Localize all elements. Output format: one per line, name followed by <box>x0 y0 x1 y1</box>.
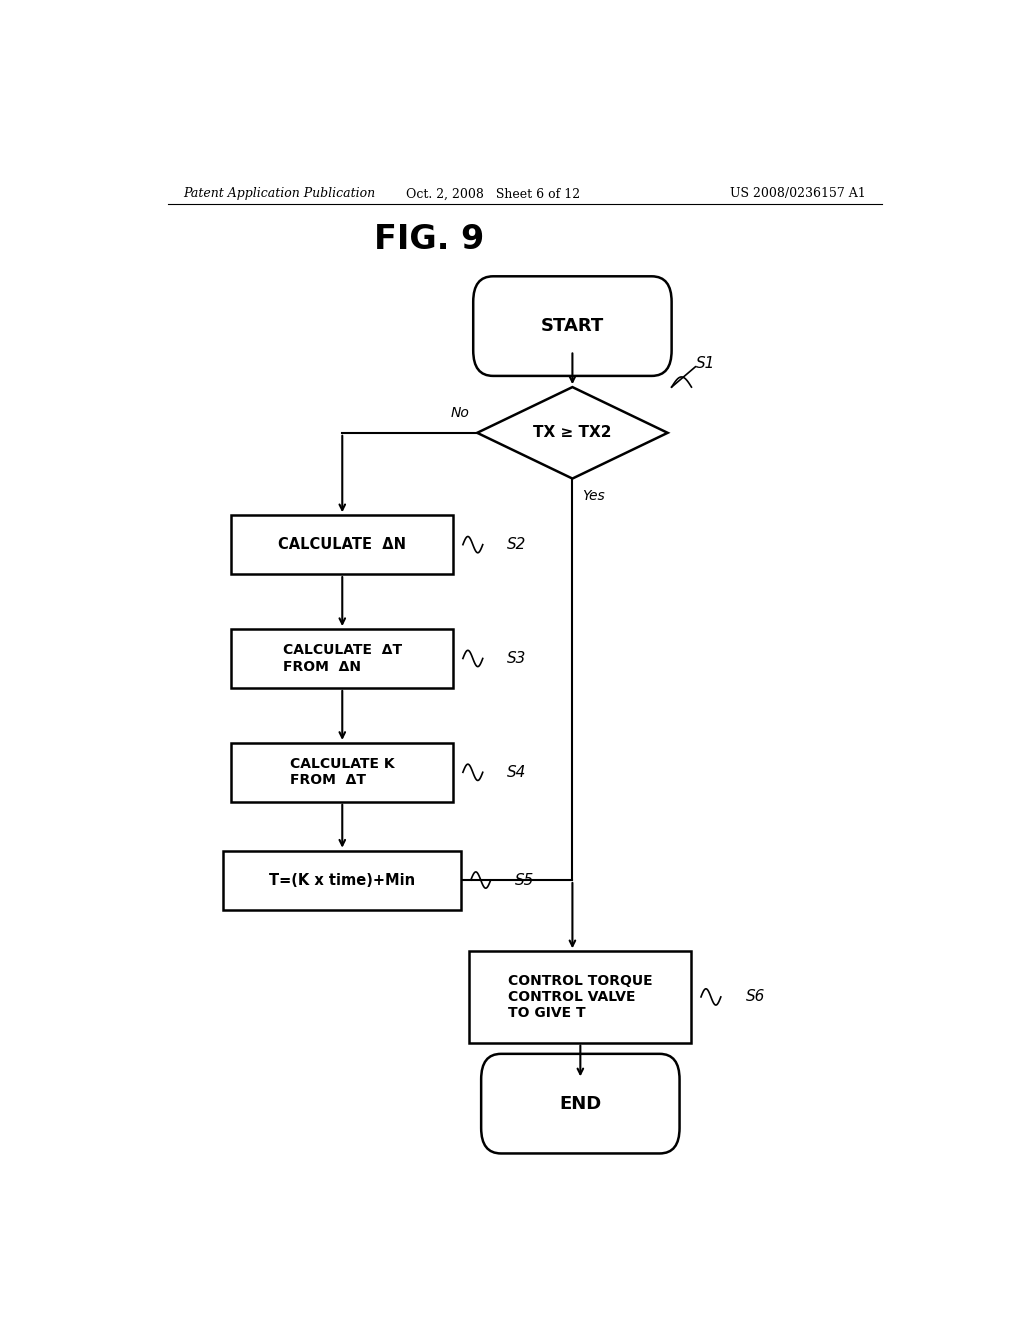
Text: No: No <box>451 405 469 420</box>
Text: S1: S1 <box>695 356 715 371</box>
Text: END: END <box>559 1094 601 1113</box>
Text: TX ≥ TX2: TX ≥ TX2 <box>534 425 611 441</box>
Bar <box>223 850 462 909</box>
Text: CALCULATE K
FROM  ΔT: CALCULATE K FROM ΔT <box>290 758 394 788</box>
Text: Yes: Yes <box>582 488 605 503</box>
Text: S3: S3 <box>507 651 526 667</box>
Text: FIG. 9: FIG. 9 <box>375 223 484 256</box>
Text: CALCULATE  ΔN: CALCULATE ΔN <box>279 537 407 552</box>
Bar <box>469 952 691 1043</box>
Text: Patent Application Publication: Patent Application Publication <box>183 187 376 201</box>
Text: S5: S5 <box>515 873 535 887</box>
Text: CONTROL TORQUE
CONTROL VALVE
TO GIVE T: CONTROL TORQUE CONTROL VALVE TO GIVE T <box>508 974 652 1020</box>
Text: S4: S4 <box>507 764 526 780</box>
Bar <box>231 630 454 688</box>
FancyBboxPatch shape <box>481 1053 680 1154</box>
Bar <box>231 515 454 574</box>
Bar <box>231 743 454 801</box>
FancyBboxPatch shape <box>473 276 672 376</box>
Text: S2: S2 <box>507 537 526 552</box>
Text: US 2008/0236157 A1: US 2008/0236157 A1 <box>730 187 866 201</box>
Text: CALCULATE  ΔT
FROM  ΔN: CALCULATE ΔT FROM ΔN <box>283 643 401 673</box>
Text: START: START <box>541 317 604 335</box>
Text: S6: S6 <box>745 990 765 1005</box>
Text: T=(K x time)+Min: T=(K x time)+Min <box>269 873 416 887</box>
Text: Oct. 2, 2008   Sheet 6 of 12: Oct. 2, 2008 Sheet 6 of 12 <box>406 187 581 201</box>
Polygon shape <box>477 387 668 479</box>
